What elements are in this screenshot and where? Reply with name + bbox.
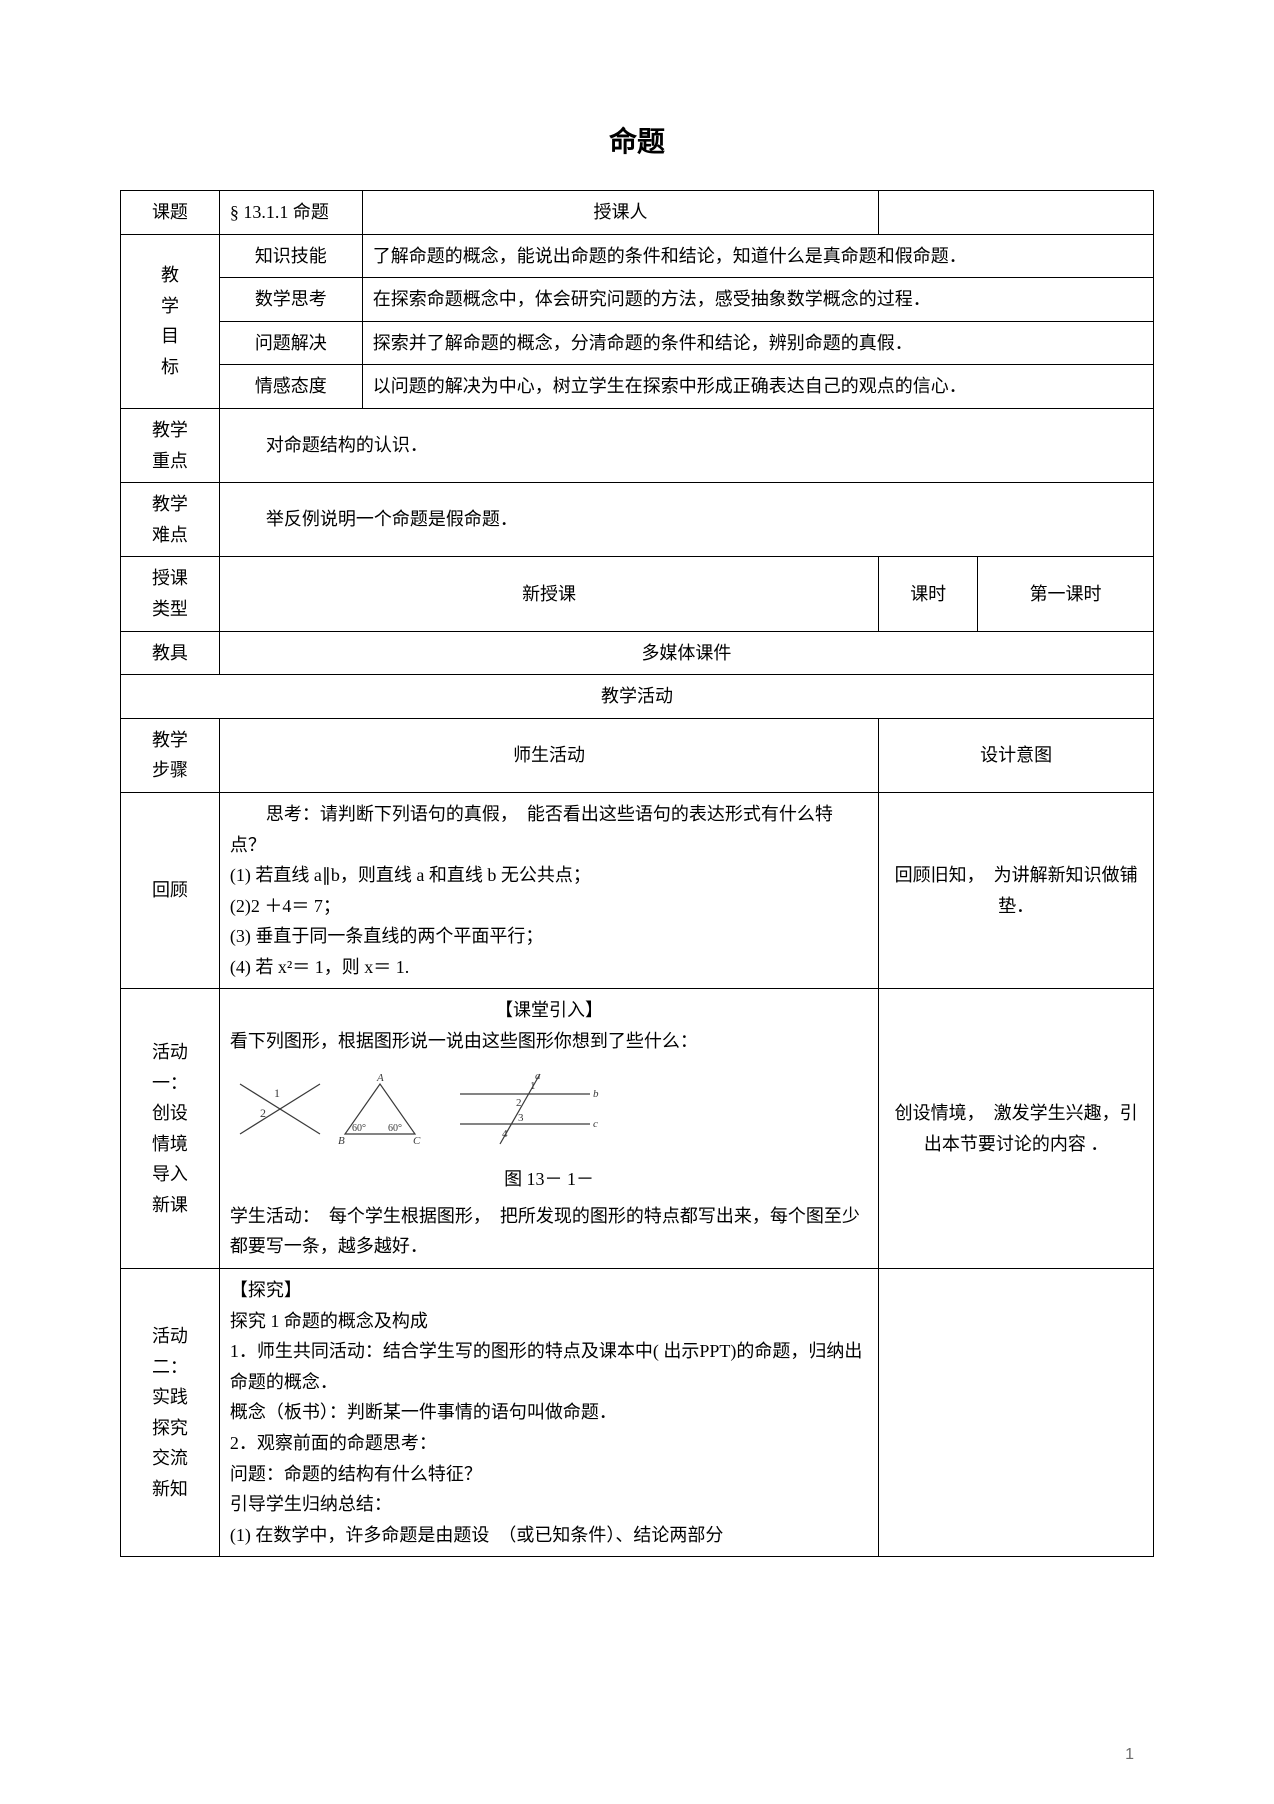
svg-text:3: 3 — [518, 1112, 524, 1124]
activity1-line: 学生活动： 每个学生根据图形， 把所发现的图形的特点都写出来，每个图至少都要写一… — [230, 1201, 868, 1262]
activity2-body: 【探究】 探究 1 命题的概念及构成 1．师生共同活动：结合学生写的图形的特点及… — [219, 1269, 878, 1557]
activity1-row: 活动一：创设情境导入新课 【课堂引入】 看下列图形，根据图形说一说由这些图形你想… — [121, 989, 1154, 1269]
activity1-line: 看下列图形，根据图形说一说由这些图形你想到了些什么： — [230, 1026, 868, 1057]
svg-text:60°: 60° — [388, 1123, 402, 1134]
activity2-line: 2．观察前面的命题思考： — [230, 1428, 868, 1459]
review-line: (2)2 ＋4＝ 7； — [230, 891, 868, 922]
objective-row: 数学思考 在探索命题概念中，体会研究问题的方法，感受抽象数学概念的过程． — [121, 278, 1154, 322]
svg-text:2: 2 — [516, 1097, 522, 1109]
review-line: (3) 垂直于同一条直线的两个平面平行； — [230, 921, 868, 952]
lesson-plan-table: 课题 § 13.1.1 命题 授课人 教学目标 知识技能 了解命题的概念，能说出… — [120, 190, 1154, 1557]
instructor-value — [879, 191, 1154, 235]
activity2-line: (1) 在数学中，许多命题是由题设 （或已知条件）、结论两部分 — [230, 1520, 868, 1551]
activity2-line: 探究 1 命题的概念及构成 — [230, 1306, 868, 1337]
geometry-figure: 1 2 A B C 60° 60° — [230, 1069, 630, 1149]
svg-text:b: b — [593, 1088, 599, 1100]
tools-row: 教具 多媒体课件 — [121, 631, 1154, 675]
activity-col-label: 师生活动 — [219, 718, 878, 792]
step-col-label: 教学步骤 — [121, 718, 220, 792]
review-line: (1) 若直线 a∥b，则直线 a 和直线 b 无公共点； — [230, 860, 868, 891]
objective-row: 情感态度 以问题的解决为中心，树立学生在探索中形成正确表达自己的观点的信心． — [121, 365, 1154, 409]
difficulty-label: 教学难点 — [121, 483, 220, 557]
difficulty-inner: 举反例说明一个命题是假命题． — [266, 509, 518, 529]
svg-text:A: A — [376, 1072, 384, 1084]
activity2-row: 活动二：实践探究交流新知 【探究】 探究 1 命题的概念及构成 1．师生共同活动… — [121, 1269, 1154, 1557]
tools-value: 多媒体课件 — [219, 631, 1153, 675]
activity1-body: 【课堂引入】 看下列图形，根据图形说一说由这些图形你想到了些什么： 1 2 — [219, 989, 878, 1269]
svg-text:B: B — [338, 1135, 345, 1147]
page-number: 1 — [1125, 1746, 1134, 1764]
svg-text:1: 1 — [274, 1086, 280, 1100]
page: 命题 课题 § 13.1.1 命题 授课人 教学目标 知识技能 了解命题的概念，… — [0, 0, 1274, 1804]
keypoint-inner: 对命题结构的认识． — [266, 435, 428, 455]
document-title: 命题 — [120, 120, 1154, 160]
activities-header: 教学活动 — [121, 675, 1154, 719]
keypoint-label: 教学重点 — [121, 408, 220, 482]
objectives-label: 教学目标 — [121, 234, 220, 408]
header-row: 课题 § 13.1.1 命题 授课人 — [121, 191, 1154, 235]
svg-text:4: 4 — [502, 1128, 508, 1140]
objective-text: 探索并了解命题的概念，分清命题的条件和结论，辨别命题的真假． — [362, 321, 1153, 365]
review-body: 思考：请判断下列语句的真假， 能否看出这些语句的表达形式有什么特点？ (1) 若… — [219, 792, 878, 989]
activity2-intent — [879, 1269, 1154, 1557]
activity2-line: 1．师生共同活动：结合学生写的图形的特点及课本中( 出示PPT)的命题，归纳出命… — [230, 1336, 868, 1397]
activity1-heading: 【课堂引入】 — [230, 995, 868, 1026]
activity2-label: 活动二：实践探究交流新知 — [121, 1269, 220, 1557]
objective-sub-label: 问题解决 — [219, 321, 362, 365]
activities-header-row: 教学活动 — [121, 675, 1154, 719]
svg-text:2: 2 — [260, 1106, 266, 1120]
intent-col-label: 设计意图 — [879, 718, 1154, 792]
objective-text: 在探索命题概念中，体会研究问题的方法，感受抽象数学概念的过程． — [362, 278, 1153, 322]
review-line: (4) 若 x²＝ 1，则 x＝ 1. — [230, 952, 868, 983]
activity2-line: 问题：命题的结构有什么特征？ — [230, 1459, 868, 1490]
keypoint-text: 对命题结构的认识． — [219, 408, 1153, 482]
objective-sub-label: 数学思考 — [219, 278, 362, 322]
tools-label: 教具 — [121, 631, 220, 675]
lesson-type-label: 授课类型 — [121, 557, 220, 631]
difficulty-row: 教学难点 举反例说明一个命题是假命题． — [121, 483, 1154, 557]
objective-sub-label: 情感态度 — [219, 365, 362, 409]
figure-container: 1 2 A B C 60° 60° — [230, 1069, 868, 1195]
activity1-label: 活动一：创设情境导入新课 — [121, 989, 220, 1269]
svg-text:c: c — [593, 1118, 598, 1130]
lesson-type-value: 新授课 — [219, 557, 878, 631]
instructor-label: 授课人 — [362, 191, 879, 235]
topic-label: 课题 — [121, 191, 220, 235]
keypoint-row: 教学重点 对命题结构的认识． — [121, 408, 1154, 482]
lesson-type-row: 授课类型 新授课 课时 第一课时 — [121, 557, 1154, 631]
period-label: 课时 — [879, 557, 978, 631]
activity2-line: 概念（板书）：判断某一件事情的语句叫做命题． — [230, 1397, 868, 1428]
svg-text:60°: 60° — [352, 1123, 366, 1134]
objective-row: 问题解决 探索并了解命题的概念，分清命题的条件和结论，辨别命题的真假． — [121, 321, 1154, 365]
objective-row: 教学目标 知识技能 了解命题的概念，能说出命题的条件和结论，知道什么是真命题和假… — [121, 234, 1154, 278]
period-value: 第一课时 — [978, 557, 1154, 631]
objective-sub-label: 知识技能 — [219, 234, 362, 278]
svg-text:C: C — [413, 1135, 421, 1147]
review-line: 思考：请判断下列语句的真假， 能否看出这些语句的表达形式有什么特点？ — [230, 799, 868, 860]
objective-text: 以问题的解决为中心，树立学生在探索中形成正确表达自己的观点的信心． — [362, 365, 1153, 409]
topic-value: § 13.1.1 命题 — [219, 191, 362, 235]
figure-caption: 图 13－ 1－ — [230, 1164, 868, 1195]
svg-text:a: a — [535, 1070, 541, 1082]
activity2-line: 引导学生归纳总结： — [230, 1489, 868, 1520]
activity1-intent: 创设情境， 激发学生兴趣，引出本节要讨论的内容 ． — [879, 989, 1154, 1269]
activity2-line: 【探究】 — [230, 1275, 868, 1306]
activity-columns-row: 教学步骤 师生活动 设计意图 — [121, 718, 1154, 792]
objective-text: 了解命题的概念，能说出命题的条件和结论，知道什么是真命题和假命题． — [362, 234, 1153, 278]
review-label: 回顾 — [121, 792, 220, 989]
difficulty-text: 举反例说明一个命题是假命题． — [219, 483, 1153, 557]
review-intent: 回顾旧知， 为讲解新知识做铺垫． — [879, 792, 1154, 989]
review-row: 回顾 思考：请判断下列语句的真假， 能否看出这些语句的表达形式有什么特点？ (1… — [121, 792, 1154, 989]
